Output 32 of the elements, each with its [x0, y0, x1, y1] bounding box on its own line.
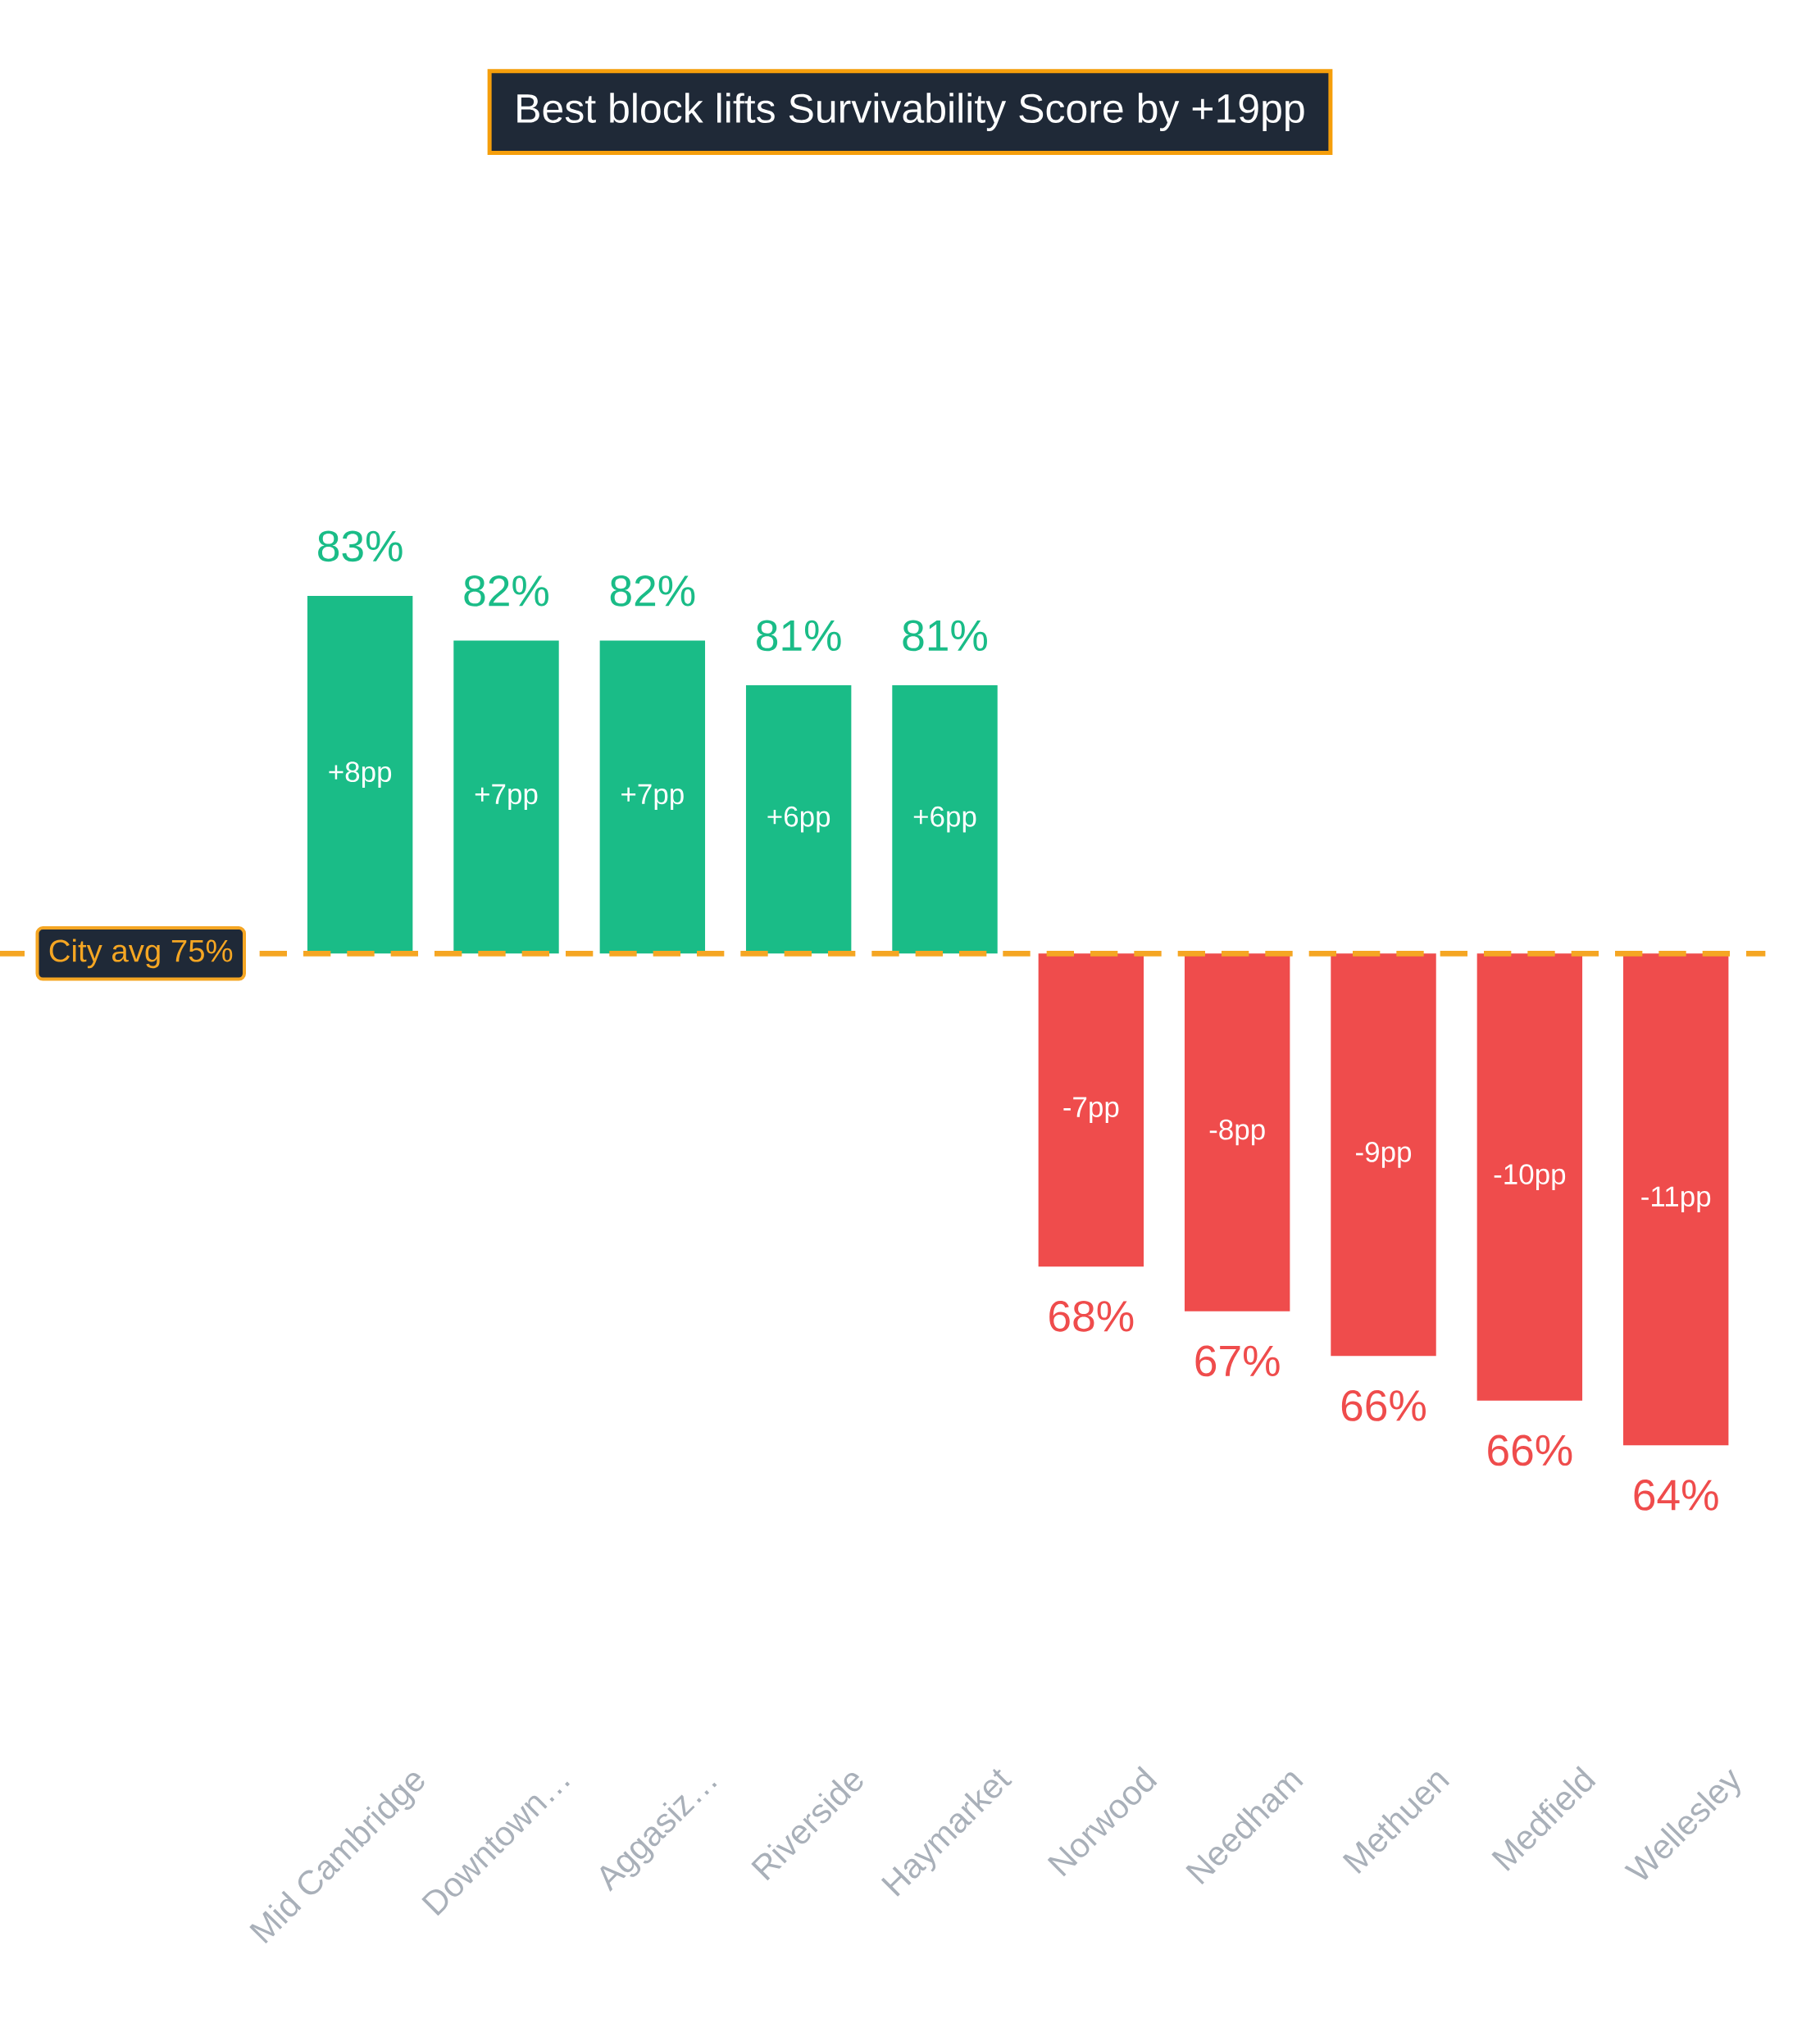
data-label: -8pp [1209, 1119, 1265, 1146]
data-label: -9pp [1356, 1141, 1412, 1168]
chart-title: Best block lifts Survivability Score by +19pp [517, 93, 1304, 131]
bar [1038, 953, 1144, 1267]
data-label: +6pp [767, 806, 830, 833]
annotation: 68% [1049, 1300, 1134, 1332]
bar [745, 685, 852, 954]
bar [1622, 953, 1729, 1446]
bar [1331, 953, 1436, 1357]
data-label: -7pp [1063, 1097, 1119, 1123]
bar [453, 640, 559, 954]
data-label: -10pp [1494, 1164, 1566, 1190]
data-label: +6pp [913, 806, 976, 833]
annotation: 82% [610, 575, 695, 607]
annotation: 67% [1195, 1345, 1280, 1377]
annotation: 81% [903, 620, 987, 652]
text: 64% [1634, 1480, 1718, 1511]
data-label: -11pp [1641, 1186, 1711, 1212]
annotation: 66% [1488, 1434, 1572, 1466]
bar [599, 640, 706, 954]
data-label: +8pp [329, 761, 392, 788]
bar [307, 595, 413, 954]
annotation: 66% [1341, 1390, 1426, 1421]
text: 83% [318, 530, 403, 562]
data-label: +7pp [621, 784, 684, 811]
data-label: +7pp [475, 784, 538, 811]
annotation: 82% [464, 575, 548, 607]
bar [892, 685, 998, 954]
annotation: 81% [757, 620, 841, 652]
ref-line-label: City avg 75% [49, 939, 233, 969]
bar [1476, 953, 1583, 1401]
bar [1184, 953, 1290, 1311]
